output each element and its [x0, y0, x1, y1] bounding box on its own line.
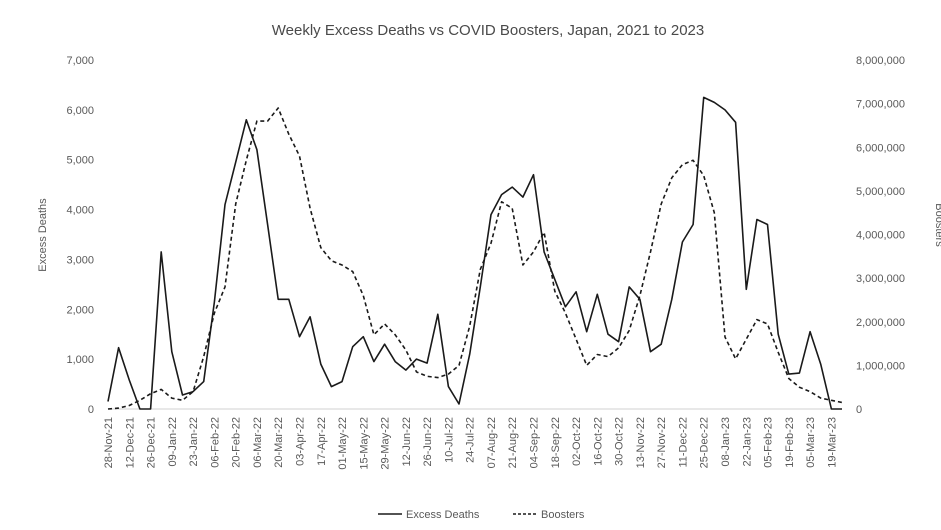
x-tick-label: 26-Jun-22	[422, 417, 434, 467]
y-axis-label: Excess Deaths	[37, 198, 49, 272]
x-tick-label: 24-Jul-22	[465, 417, 477, 463]
x-tick-label: 12-Dec-21	[124, 417, 136, 468]
y2-tick-label: 8,000,000	[856, 55, 905, 67]
y-tick-label: 5,000	[66, 155, 94, 167]
x-tick-label: 02-Oct-22	[571, 417, 583, 466]
x-tick-label: 07-Aug-22	[486, 417, 498, 468]
y2-tick-label: 7,000,000	[856, 99, 905, 111]
x-tick-label: 26-Dec-21	[146, 417, 158, 468]
x-tick-label: 01-May-22	[337, 417, 349, 470]
y2-tick-label: 4,000,000	[856, 230, 905, 242]
x-tick-label: 16-Oct-22	[592, 417, 604, 466]
x-tick-label: 06-Mar-22	[252, 417, 264, 468]
x-tick-label: 03-Apr-22	[294, 417, 306, 466]
x-tick-label: 23-Jan-22	[188, 417, 200, 467]
x-tick-label: 09-Jan-22	[167, 417, 179, 467]
x-tick-label: 19-Mar-23	[826, 417, 838, 468]
y2-axis-ticks: 0 1,000,000 2,000,000 3,000,000 4,000,000 5,0…	[856, 55, 905, 416]
x-tick-label: 13-Nov-22	[635, 417, 647, 468]
x-tick-label: 15-May-22	[358, 417, 370, 470]
x-tick-label: 27-Nov-22	[656, 417, 668, 468]
legend-label-boosters: Boosters	[541, 509, 585, 521]
x-tick-label: 04-Sep-22	[529, 417, 541, 468]
y2-tick-label: 1,000,000	[856, 360, 905, 372]
legend-label-excess-deaths: Excess Deaths	[406, 509, 480, 521]
x-axis-ticks: 28-Nov-21 12-Dec-21 26-Dec-21 09-Jan-22 23-J…	[103, 417, 838, 470]
x-tick-label: 29-May-22	[380, 417, 392, 470]
x-tick-label: 19-Feb-23	[784, 417, 796, 468]
x-tick-label: 05-Mar-23	[805, 417, 817, 468]
y-axis-ticks: 0 1,000 2,000 3,000 4,000 5,000 6,000 7,000	[66, 55, 94, 416]
x-tick-label: 11-Dec-22	[677, 417, 689, 468]
x-tick-label: 28-Nov-21	[103, 417, 115, 468]
chart-title: Weekly Excess Deaths vs COVID Boosters, …	[272, 22, 704, 39]
y-tick-label: 2,000	[66, 304, 94, 316]
x-tick-label: 08-Jan-23	[720, 417, 732, 467]
y2-tick-label: 0	[856, 404, 862, 416]
x-tick-label: 18-Sep-22	[550, 417, 562, 468]
x-tick-label: 06-Feb-22	[209, 417, 221, 468]
x-tick-label: 20-Mar-22	[273, 417, 285, 468]
series-line-excess-deaths	[107, 96, 842, 410]
y-tick-label: 7,000	[66, 55, 94, 67]
x-tick-label: 21-Aug-22	[507, 417, 519, 468]
y2-tick-label: 2,000,000	[856, 317, 905, 329]
x-tick-label: 22-Jan-23	[741, 417, 753, 467]
y2-tick-label: 5,000,000	[856, 186, 905, 198]
y-tick-label: 6,000	[66, 105, 94, 117]
y-tick-label: 3,000	[66, 254, 94, 266]
series-layer	[107, 96, 843, 410]
y2-tick-label: 3,000,000	[856, 273, 905, 285]
y2-axis-label: Boosters	[933, 203, 941, 247]
legend: Excess Deaths Boosters	[378, 509, 585, 521]
x-tick-label: 17-Apr-22	[316, 417, 328, 466]
x-tick-label: 10-Jul-22	[443, 417, 455, 463]
y2-tick-label: 6,000,000	[856, 142, 905, 154]
x-tick-label: 25-Dec-22	[699, 417, 711, 468]
x-tick-label: 05-Feb-23	[763, 417, 775, 468]
x-tick-label: 20-Feb-22	[231, 417, 243, 468]
y-tick-label: 0	[88, 404, 94, 416]
y-tick-label: 1,000	[66, 354, 94, 366]
x-tick-label: 30-Oct-22	[614, 417, 626, 466]
series-line-boosters	[107, 107, 843, 410]
x-tick-label: 12-Jun-22	[401, 417, 413, 467]
y-tick-label: 4,000	[66, 205, 94, 217]
